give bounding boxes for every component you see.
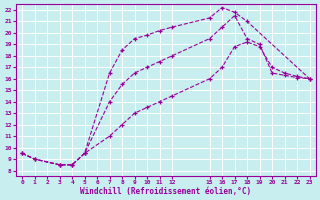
X-axis label: Windchill (Refroidissement éolien,°C): Windchill (Refroidissement éolien,°C) — [80, 187, 252, 196]
